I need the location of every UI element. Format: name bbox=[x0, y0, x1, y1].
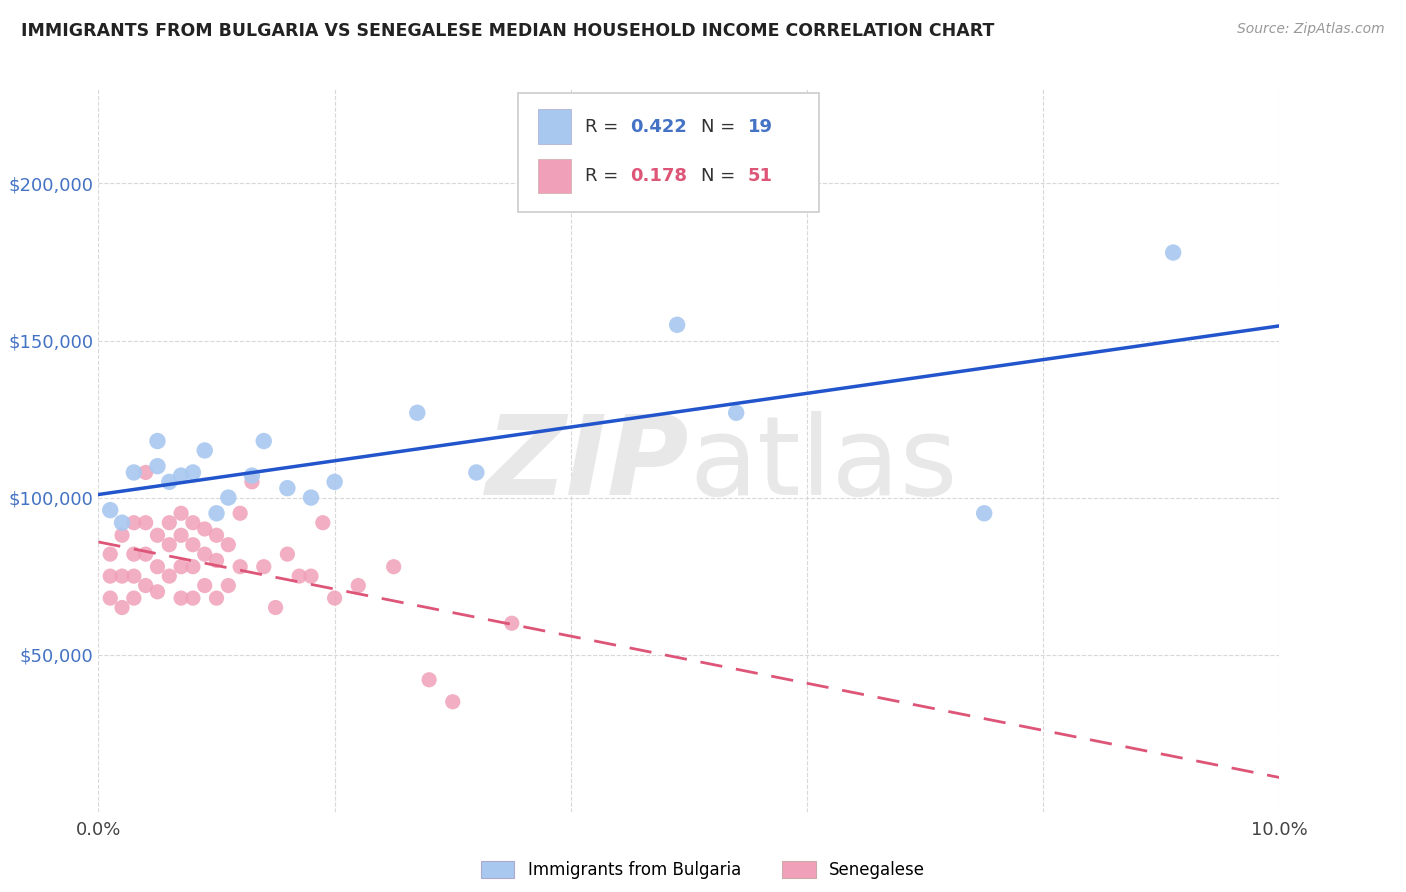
Text: IMMIGRANTS FROM BULGARIA VS SENEGALESE MEDIAN HOUSEHOLD INCOME CORRELATION CHART: IMMIGRANTS FROM BULGARIA VS SENEGALESE M… bbox=[21, 22, 994, 40]
Text: 51: 51 bbox=[748, 167, 773, 185]
Point bbox=[194, 578, 217, 592]
Point bbox=[299, 569, 322, 583]
Point bbox=[135, 466, 157, 480]
Point bbox=[276, 481, 298, 495]
Text: Source: ZipAtlas.com: Source: ZipAtlas.com bbox=[1237, 22, 1385, 37]
Point bbox=[181, 559, 204, 574]
Point bbox=[406, 406, 429, 420]
Text: atlas: atlas bbox=[689, 411, 957, 518]
Point bbox=[122, 547, 145, 561]
Point bbox=[253, 434, 276, 448]
Point bbox=[157, 538, 180, 552]
Point bbox=[253, 559, 276, 574]
Text: 0.178: 0.178 bbox=[630, 167, 688, 185]
Point bbox=[666, 318, 689, 332]
Point bbox=[157, 516, 180, 530]
Point bbox=[181, 591, 204, 606]
Text: N =: N = bbox=[700, 167, 741, 185]
Point bbox=[170, 528, 193, 542]
Point bbox=[240, 475, 263, 489]
Point bbox=[973, 506, 995, 520]
Point bbox=[98, 547, 121, 561]
Point bbox=[181, 516, 204, 530]
Text: 19: 19 bbox=[748, 118, 773, 136]
Point bbox=[146, 459, 169, 474]
Point bbox=[146, 528, 169, 542]
Point bbox=[229, 506, 252, 520]
Point bbox=[229, 559, 252, 574]
Point bbox=[299, 491, 322, 505]
Point bbox=[725, 406, 748, 420]
Point bbox=[146, 584, 169, 599]
Text: 0.422: 0.422 bbox=[630, 118, 686, 136]
Point bbox=[98, 503, 121, 517]
Point bbox=[170, 468, 193, 483]
Point bbox=[146, 559, 169, 574]
Point bbox=[98, 569, 121, 583]
Point bbox=[157, 569, 180, 583]
Point bbox=[465, 466, 488, 480]
Point bbox=[205, 528, 228, 542]
Point bbox=[135, 547, 157, 561]
Point bbox=[1161, 245, 1184, 260]
Point bbox=[170, 591, 193, 606]
Text: R =: R = bbox=[585, 118, 624, 136]
Point bbox=[205, 506, 228, 520]
Point bbox=[194, 522, 217, 536]
Point bbox=[347, 578, 370, 592]
Point bbox=[501, 616, 523, 631]
Point bbox=[217, 538, 239, 552]
Point bbox=[122, 591, 145, 606]
Point bbox=[111, 528, 134, 542]
Text: N =: N = bbox=[700, 118, 741, 136]
Point bbox=[135, 578, 157, 592]
Bar bbox=[537, 159, 571, 194]
Point bbox=[194, 443, 217, 458]
Point bbox=[111, 569, 134, 583]
Point bbox=[122, 569, 145, 583]
Point bbox=[170, 506, 193, 520]
Bar bbox=[537, 110, 571, 145]
Point bbox=[276, 547, 298, 561]
Point bbox=[240, 468, 263, 483]
Point bbox=[441, 695, 464, 709]
Point bbox=[122, 516, 145, 530]
Point bbox=[122, 466, 145, 480]
Point bbox=[312, 516, 335, 530]
Text: R =: R = bbox=[585, 167, 624, 185]
Point bbox=[323, 591, 346, 606]
Point bbox=[217, 491, 239, 505]
FancyBboxPatch shape bbox=[517, 93, 818, 212]
Point bbox=[264, 600, 287, 615]
Point bbox=[418, 673, 440, 687]
Point bbox=[181, 466, 204, 480]
Point bbox=[111, 516, 134, 530]
Point bbox=[205, 553, 228, 567]
Point bbox=[181, 538, 204, 552]
Point bbox=[135, 516, 157, 530]
Point bbox=[98, 591, 121, 606]
Point bbox=[146, 434, 169, 448]
Point bbox=[157, 475, 180, 489]
Text: ZIP: ZIP bbox=[485, 411, 689, 518]
Point bbox=[205, 591, 228, 606]
Point bbox=[288, 569, 311, 583]
Point bbox=[217, 578, 239, 592]
Point bbox=[382, 559, 405, 574]
Point bbox=[194, 547, 217, 561]
Point bbox=[111, 600, 134, 615]
Point bbox=[170, 559, 193, 574]
Legend: Immigrants from Bulgaria, Senegalese: Immigrants from Bulgaria, Senegalese bbox=[481, 861, 925, 880]
Point bbox=[323, 475, 346, 489]
